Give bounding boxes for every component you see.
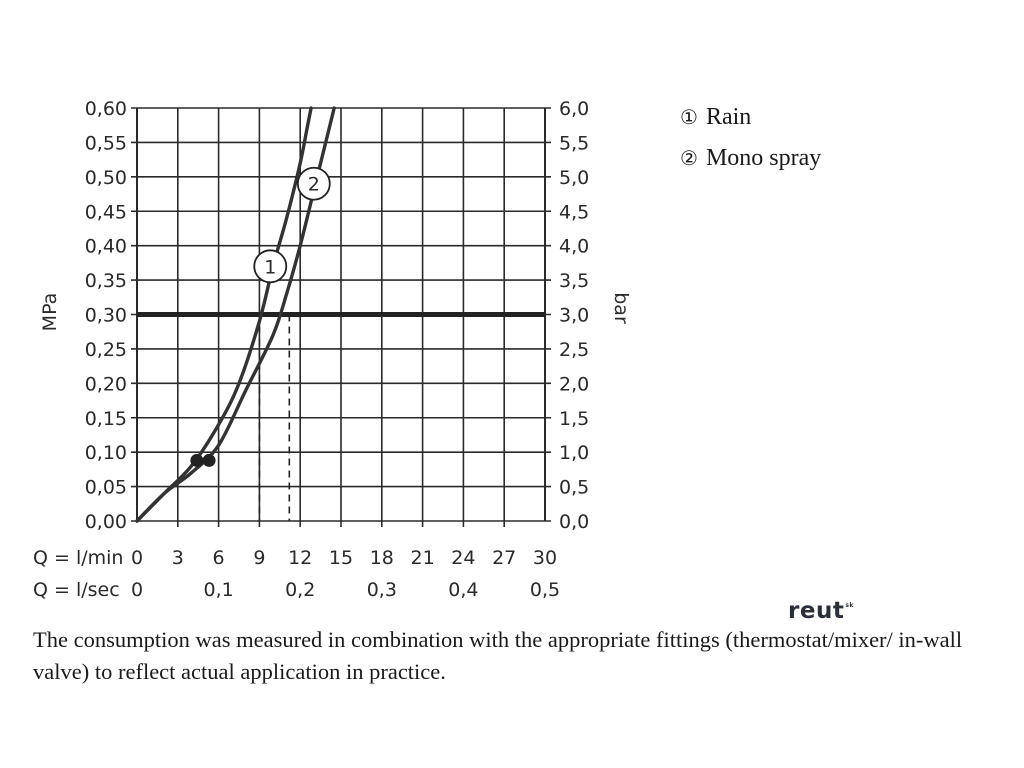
brand-logo: reutsk [788, 598, 854, 624]
legend-label: Rain [705, 104, 752, 130]
y2-tick-label: 5,5 [559, 132, 589, 154]
y-tick-label: 0,15 [85, 408, 127, 430]
x-tick-label: 6 [213, 547, 225, 569]
y2-tick-labels: 0,0 0,5 1,0 1,5 2,0 2,5 3,0 3,5 4,0 4,5 5,0 5,5 6,0 [559, 98, 589, 533]
series-label-circle-2 [296, 166, 331, 201]
y2-tick-label: 3,0 [559, 305, 589, 327]
y2-tick-label: 3,5 [559, 270, 589, 292]
y-axis-title: MPa [39, 293, 61, 332]
x2-tick-label: 0,4 [448, 579, 478, 601]
y2-tick-label: 4,5 [559, 201, 589, 223]
series-label-2: 2 [308, 174, 320, 196]
y2-tick-label: 2,5 [559, 339, 589, 361]
y-tick-label: 0,00 [85, 511, 127, 533]
y2-tick-label: 2,0 [559, 373, 589, 395]
y-tick-label: 0,55 [85, 132, 127, 154]
y-tick-label: 0,05 [85, 477, 127, 499]
x2-tick-label: 0 [131, 579, 143, 601]
x-tick-label: 27 [492, 547, 516, 569]
x-tick-label: 9 [253, 547, 265, 569]
flow-pressure-chart: 12 0,000,050,100,150,200,250,300,350,400… [33, 98, 632, 601]
x-tick-labels: 0 3 6 9 12 15 18 21 24 27 30 [131, 547, 557, 569]
x-tick-label: 30 [533, 547, 557, 569]
x2-tick-labels: 0 0,1 0,2 0,3 0,4 0,5 [131, 579, 560, 601]
x-tick-label: 21 [411, 547, 435, 569]
legend-label: Mono spray [705, 145, 822, 171]
legend-item-rain: ① Rain [680, 103, 821, 144]
series-label-circle-1 [253, 249, 288, 284]
y-tick-labels: 0,00 0,05 0,10 0,15 0,20 0,25 0,30 0,35 0,40 0,45… [85, 98, 127, 533]
legend-symbol: ① [680, 105, 698, 129]
y2-tick-label: 0,0 [559, 511, 589, 533]
y2-tick-label: 6,0 [559, 98, 589, 120]
series-label-1: 1 [264, 256, 276, 278]
drop-lines [258, 314, 291, 521]
x2-axis-title: Q = l/sec [33, 579, 120, 601]
y-tick-label: 0,10 [85, 442, 127, 464]
y2-tick-label: 4,0 [559, 236, 589, 258]
y-tick-label: 0,45 [85, 201, 127, 223]
x-tick-label: 18 [370, 547, 394, 569]
legend: ① Rain ② Mono spray [680, 103, 821, 185]
series-start-dot-2 [202, 453, 216, 467]
y-tick-label: 0,20 [85, 373, 127, 395]
y2-axis-title: bar [610, 292, 632, 324]
y2-tick-label: 5,0 [559, 167, 589, 189]
legend-item-mono-spray: ② Mono spray [680, 144, 821, 185]
legend-symbol: ② [680, 146, 698, 170]
series-line-1 [135, 106, 313, 523]
y2-tick-label: 1,5 [559, 408, 589, 430]
x-axis-title: Q = l/min [33, 547, 123, 569]
x2-tick-label: 0,2 [285, 579, 315, 601]
y2-tick-label: 1,0 [559, 442, 589, 464]
y-tick-label: 0,30 [85, 305, 127, 327]
x-tick-label: 24 [451, 547, 475, 569]
x-tick-label: 3 [172, 547, 184, 569]
y-tick-label: 0,35 [85, 270, 127, 292]
x-tick-label: 0 [131, 547, 143, 569]
y-tick-label: 0,25 [85, 339, 127, 361]
x-tick-label: 12 [288, 547, 312, 569]
x-tick-label: 15 [329, 547, 353, 569]
x2-tick-label: 0,3 [367, 579, 397, 601]
x2-tick-label: 0,5 [530, 579, 560, 601]
y-tick-label: 0,40 [85, 236, 127, 258]
series-start-dot-1 [190, 453, 204, 467]
x2-tick-label: 0,1 [203, 579, 233, 601]
y2-tick-label: 0,5 [559, 477, 589, 499]
y-tick-label: 0,50 [85, 167, 127, 189]
y-tick-label: 0,60 [85, 98, 127, 120]
series-markers: 12 [190, 166, 331, 467]
footnote-text: The consumption was measured in combinat… [33, 627, 963, 684]
